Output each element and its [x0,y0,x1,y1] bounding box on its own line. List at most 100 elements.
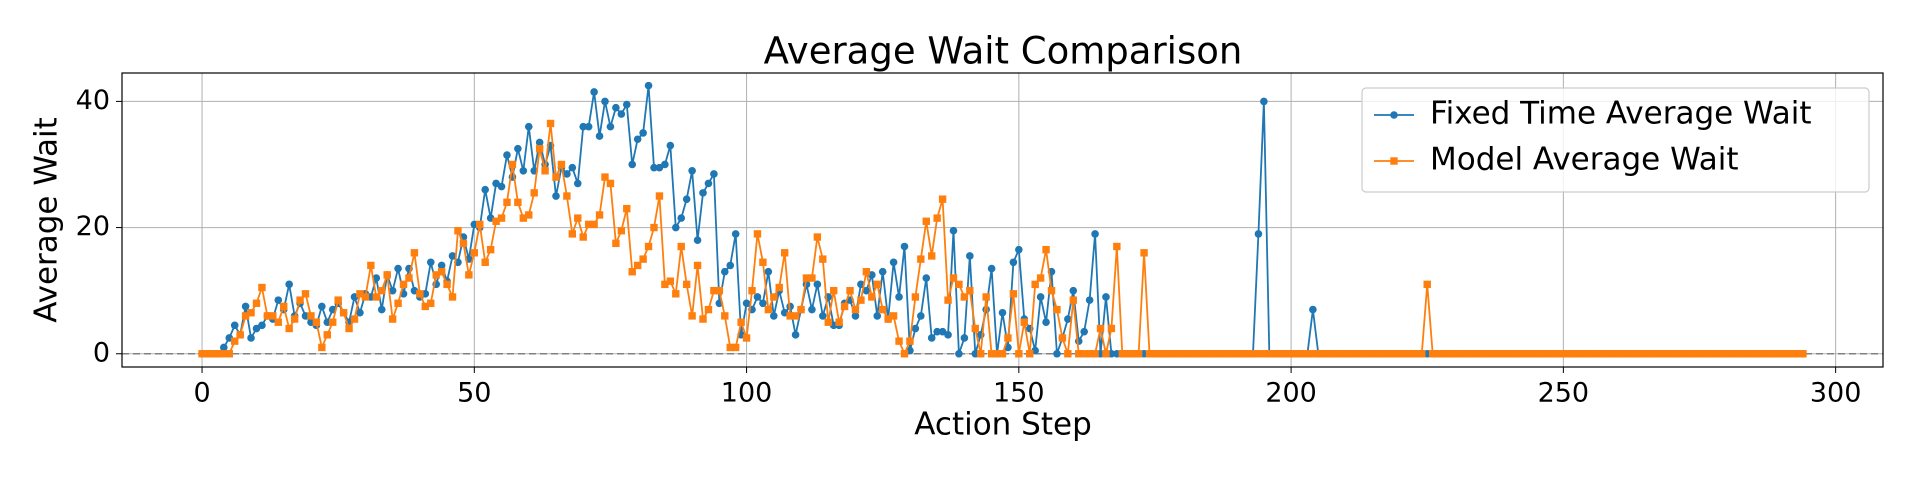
data-point [1102,350,1110,358]
data-point [917,255,925,263]
data-point [601,97,609,106]
data-point [1625,350,1633,358]
data-point [917,312,925,320]
data-point [503,198,511,207]
data-point [0,350,7,357]
data-point [329,318,337,326]
data-point [900,350,909,358]
data-point [819,312,827,320]
data-point [1777,350,1785,358]
y-tick-label: 0 [93,337,110,368]
data-point [470,249,479,257]
data-point [987,264,996,273]
data-point [731,230,740,238]
data-point [1733,350,1742,358]
data-point [949,226,958,235]
data-point [263,312,272,320]
data-point [633,261,642,270]
x-tick-label: 100 [721,378,773,409]
data-point [661,280,669,289]
data-point [421,302,430,311]
data-point [840,302,849,311]
data-point [1603,350,1611,358]
data-point [1320,350,1328,358]
legend-marker [1390,111,1398,119]
data-point [1053,349,1061,358]
data-point [1510,350,1519,358]
data-point [606,179,615,188]
legend-marker [1390,157,1398,165]
data-point [546,119,555,128]
data-point [563,170,571,178]
data-point [454,227,462,235]
data-point [639,255,647,263]
data-point [1325,350,1333,358]
data-point [677,214,686,222]
plot-frame [121,72,1884,368]
data-point [906,337,914,345]
data-point [1053,305,1061,314]
data-point [0,350,7,357]
data-point [241,302,250,311]
data-point [1254,230,1263,238]
data-point [1761,350,1769,358]
data-point [1151,350,1159,358]
data-point [1162,350,1170,358]
data-point [1374,350,1382,358]
data-point [1216,350,1225,358]
data-point [889,258,898,267]
data-point [0,350,7,357]
data-point [318,302,326,311]
data-point [982,293,990,301]
data-point [1309,305,1317,314]
data-point [388,286,397,295]
data-point [1782,350,1791,358]
data-point [791,312,800,320]
data-point [998,350,1007,358]
data-point [481,185,489,194]
data-point [1058,334,1067,342]
data-point [977,350,985,358]
data-point [1102,293,1110,301]
y-tick-label: 40 [76,85,110,116]
data-point [514,198,522,207]
data-point [198,350,206,358]
data-point [699,189,707,197]
data-point [432,271,440,279]
data-point [1075,350,1083,358]
data-point [1047,286,1056,295]
data-point [688,166,696,175]
data-point [1341,350,1350,358]
data-point [274,296,283,304]
data-point [405,274,413,282]
data-point [791,331,800,339]
data-point [220,343,228,352]
data-point [1439,350,1448,358]
data-point [1069,296,1077,304]
data-point [339,309,348,317]
data-point [949,274,958,282]
data-point [966,286,974,295]
data-point [731,343,740,352]
data-point [633,135,642,144]
data-point [1614,350,1622,358]
data-point [661,160,669,169]
data-point [1701,350,1709,358]
data-point [595,211,604,219]
data-point [688,312,696,320]
data-point [873,280,881,289]
data-point [987,350,996,358]
data-point [1456,350,1464,358]
data-point [1755,350,1764,358]
data-point [1134,350,1143,358]
data-point [1401,350,1410,358]
legend-label: Fixed Time Average Wait [1430,96,1812,132]
data-point [1494,350,1502,358]
data-point [552,192,560,200]
data-point [1684,350,1693,358]
data-point [323,331,331,339]
data-point [595,132,604,140]
data-point [601,173,609,181]
legend-box [1361,87,1870,193]
data-point [1635,350,1644,358]
